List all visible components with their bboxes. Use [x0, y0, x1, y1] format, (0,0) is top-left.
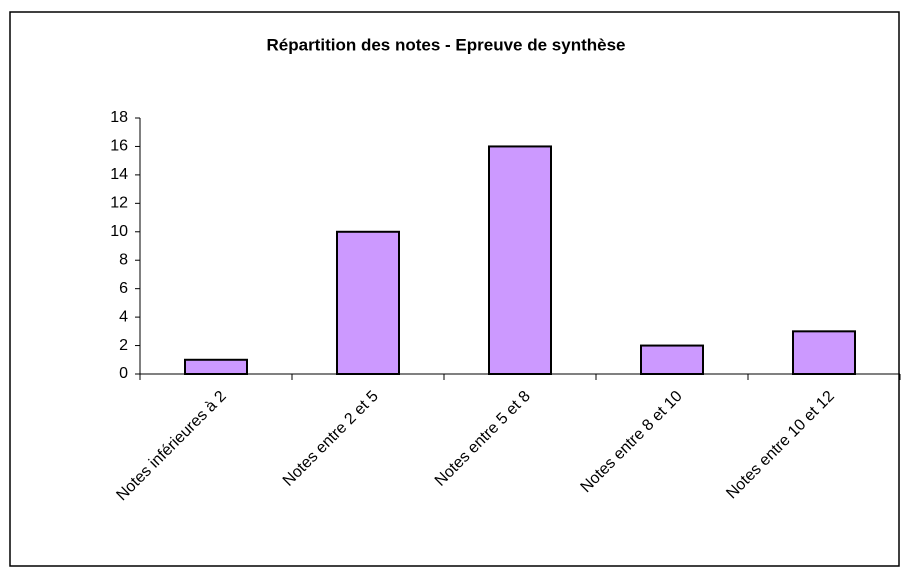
y-tick-label: 10 [110, 223, 128, 240]
bar [488, 145, 552, 375]
y-tick-label: 12 [110, 195, 128, 212]
y-tick-label: 18 [110, 109, 128, 126]
y-tick-label: 2 [119, 337, 128, 354]
y-tick-label: 0 [119, 365, 128, 382]
y-tick-label: 6 [119, 280, 128, 297]
y-tick-label: 16 [110, 138, 128, 155]
chart-frame [9, 11, 900, 567]
y-tick-label: 14 [110, 166, 128, 183]
bar [640, 344, 704, 375]
y-tick-label: 4 [119, 308, 128, 325]
bar [184, 358, 248, 375]
y-tick-label: 8 [119, 251, 128, 268]
bar [336, 230, 400, 375]
bar [792, 330, 856, 376]
chart-title: Répartition des notes - Epreuve de synth… [267, 35, 626, 54]
